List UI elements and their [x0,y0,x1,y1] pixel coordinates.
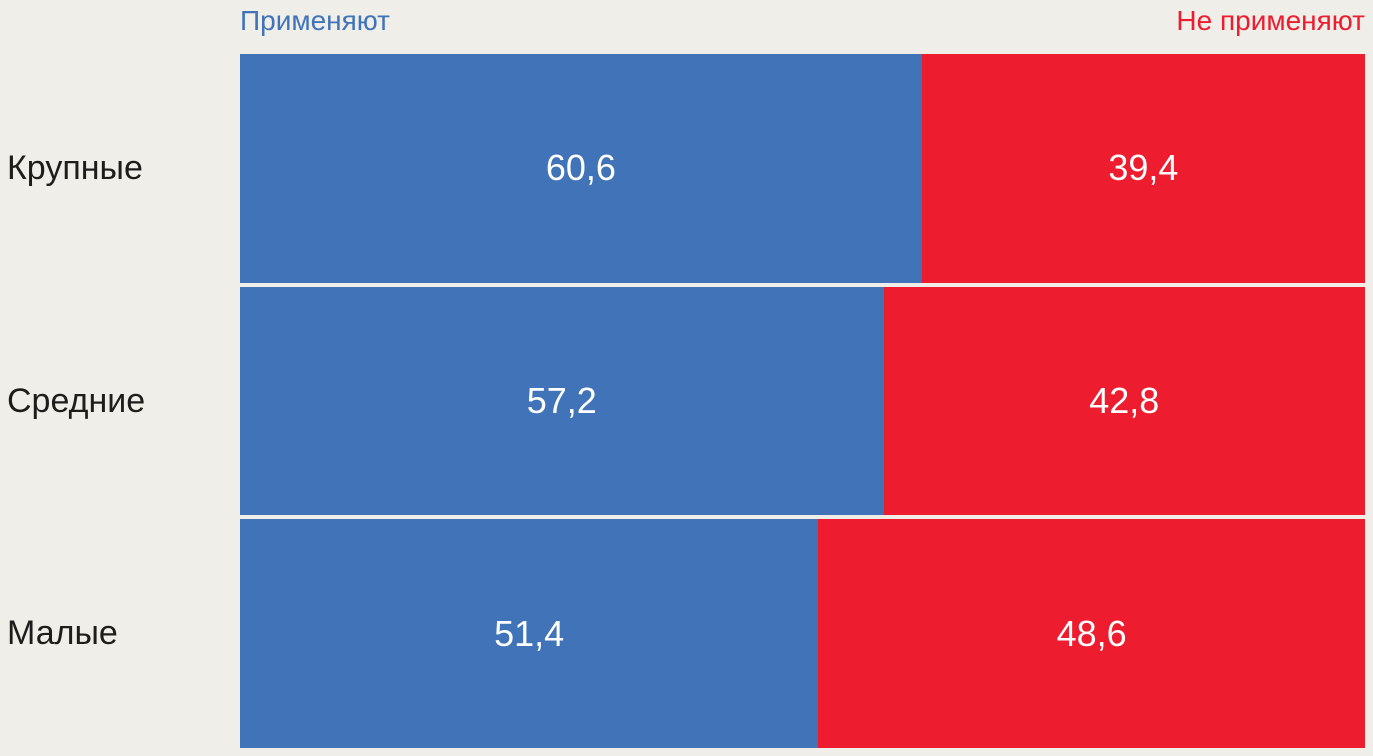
segment-not-apply: 48,6 [818,519,1365,749]
bar-area: 51,4 48,6 [240,519,1365,749]
value-label: 39,4 [1108,147,1179,189]
segment-apply: 60,6 [240,54,922,283]
value-label: 51,4 [494,612,565,654]
value-label: 57,2 [526,380,597,421]
value-label: 48,6 [1056,612,1127,654]
segment-apply: 57,2 [240,286,884,516]
category-label: Средние [7,381,146,420]
legend-item-apply: Применяют [240,5,390,36]
legend-item-not-apply: Не применяют [1176,5,1365,36]
segment-apply: 51,4 [240,519,819,749]
bar-row: Крупные 60,6 39,4 [0,54,1373,283]
bar-rows: Крупные 60,6 39,4 Средние 57,2 42,8 Малые 51,4 4… [0,54,1373,749]
bar-area: 57,2 42,8 [240,286,1365,516]
value-label: 42,8 [1089,380,1160,421]
segment-not-apply: 42,8 [883,286,1365,516]
value-label: 60,6 [545,147,616,189]
bar-area: 60,6 39,4 [240,54,1365,283]
bar-row: Средние 57,2 42,8 [0,286,1373,516]
bar-row: Малые 51,4 48,6 [0,519,1373,749]
category-label: Крупные [7,148,143,187]
segment-not-apply: 39,4 [921,54,1365,283]
legend: Применяют Не применяют [240,4,1365,48]
category-label: Малые [7,614,118,653]
